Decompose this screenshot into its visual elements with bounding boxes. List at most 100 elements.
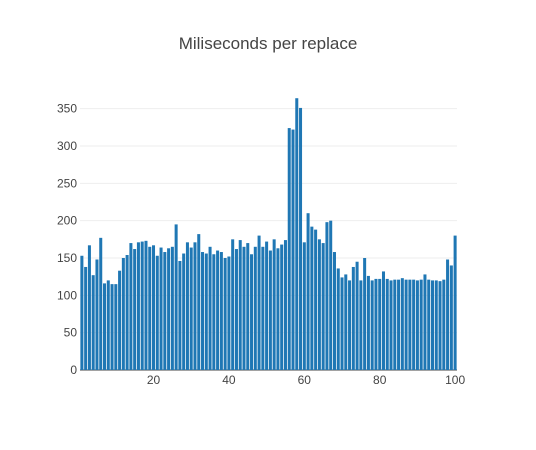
bar [283, 240, 287, 370]
bar [336, 268, 340, 370]
bar [114, 284, 118, 370]
x-tick-label: 20 [147, 373, 161, 387]
bar [295, 98, 299, 371]
bar [310, 226, 314, 370]
bar [129, 243, 133, 370]
bar [272, 239, 276, 370]
bar [446, 259, 450, 370]
bar [159, 247, 163, 370]
bar [363, 258, 367, 370]
bar [321, 243, 325, 370]
bar [136, 242, 140, 370]
bar [250, 254, 254, 370]
bar [348, 280, 352, 370]
bar [231, 239, 235, 370]
chart-title: Miliseconds per replace [178, 34, 358, 53]
bars [80, 98, 457, 371]
bar [182, 253, 186, 370]
bar [133, 249, 137, 370]
bar [197, 234, 201, 370]
bar [261, 246, 265, 370]
y-tick-label: 100 [57, 288, 77, 302]
bar [393, 279, 397, 370]
bar [106, 280, 110, 370]
bar [212, 254, 216, 370]
bar [340, 277, 344, 370]
x-tick-label: 100 [445, 373, 465, 387]
bar [359, 280, 363, 370]
bar [189, 247, 193, 370]
bar [102, 283, 107, 370]
bar [381, 271, 385, 370]
bar [174, 224, 178, 370]
y-tick-label: 300 [57, 139, 77, 153]
bar [400, 278, 404, 370]
bar [144, 240, 148, 370]
bar [178, 260, 182, 370]
bar [121, 258, 125, 370]
bar [438, 281, 442, 370]
bar [170, 246, 174, 370]
bar [374, 278, 378, 370]
bar [389, 280, 393, 370]
bar [253, 246, 257, 370]
bar [155, 255, 159, 370]
bar [370, 280, 374, 370]
bar [125, 255, 129, 370]
grid-lines [80, 108, 457, 371]
bar [216, 250, 220, 370]
bar [449, 265, 453, 370]
bar [453, 235, 457, 370]
bar [385, 278, 389, 370]
x-tick-label: 60 [298, 373, 312, 387]
bar [265, 241, 269, 370]
bar [204, 253, 208, 370]
y-tick-label: 50 [64, 326, 78, 340]
bar [351, 266, 355, 370]
bar [329, 220, 333, 370]
bar [219, 252, 223, 370]
bar [306, 213, 310, 370]
y-tick-label: 350 [57, 102, 77, 116]
x-tick-label: 40 [222, 373, 236, 387]
y-tick-label: 250 [57, 176, 77, 190]
bar [84, 266, 88, 370]
bar [423, 274, 427, 370]
y-axis-ticks: 0 50 100 150 200 250 300 350 [57, 102, 77, 377]
bar [257, 235, 261, 370]
bar [201, 252, 205, 370]
bar [242, 246, 246, 370]
bar [299, 107, 303, 371]
bar [227, 256, 231, 370]
bar [427, 279, 431, 370]
bar [378, 278, 382, 370]
bar [317, 239, 321, 370]
bar [152, 245, 156, 370]
bar [99, 237, 103, 370]
bar [442, 279, 446, 370]
bar [408, 279, 412, 370]
bar [234, 249, 238, 370]
bar [276, 248, 280, 370]
bar [291, 129, 295, 370]
bar [412, 279, 416, 370]
bar [332, 252, 336, 370]
bar [287, 128, 291, 370]
bar [118, 270, 122, 370]
bar [246, 243, 250, 370]
bar [397, 279, 401, 370]
bar [193, 242, 197, 370]
bar [91, 275, 95, 370]
bar [314, 229, 318, 370]
bar [148, 246, 152, 370]
bar [163, 252, 167, 370]
bar [140, 241, 144, 370]
bar [95, 259, 99, 370]
bar [355, 261, 359, 370]
bar [268, 250, 272, 370]
y-tick-label: 200 [57, 214, 77, 228]
y-tick-label: 150 [57, 251, 77, 265]
bar [208, 246, 212, 370]
bar [325, 222, 329, 370]
